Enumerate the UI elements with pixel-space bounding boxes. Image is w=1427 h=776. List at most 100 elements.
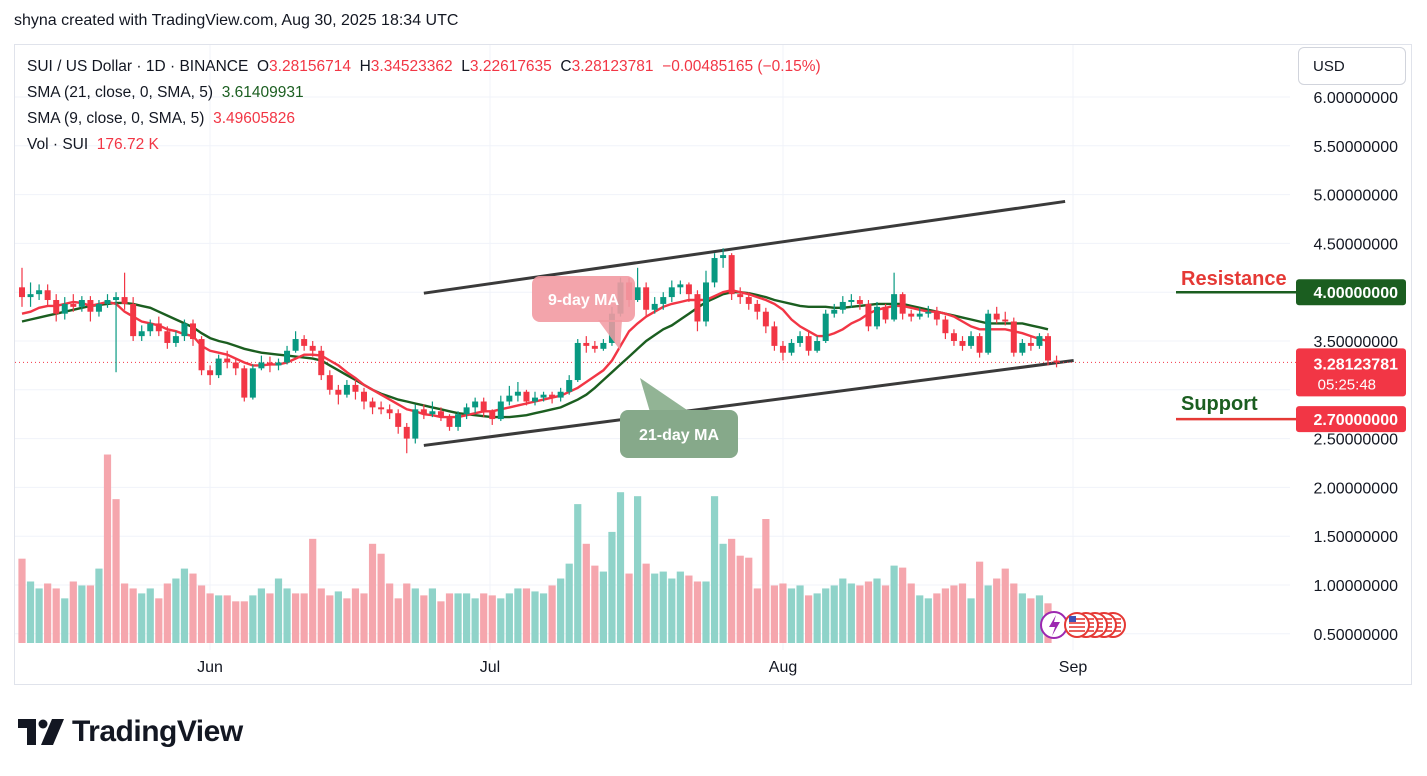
volume-bar (343, 598, 351, 643)
candle (44, 284, 51, 307)
volume-bar (958, 583, 967, 643)
candle (634, 267, 641, 302)
volume-bar (488, 595, 496, 643)
candle-body (1002, 319, 1009, 322)
volume-bar (591, 565, 599, 643)
candle (805, 331, 812, 356)
y-tick-label: 3.50000000 (1313, 334, 1398, 351)
candle-body (1053, 360, 1060, 363)
volume-bar (830, 585, 838, 643)
volume-bar (634, 496, 642, 643)
candle (472, 397, 479, 414)
tradingview-brand[interactable]: TradingView (18, 712, 243, 752)
candle (933, 306, 940, 326)
volume-bar (933, 593, 941, 643)
candle-body (130, 303, 137, 337)
volume-bar (26, 581, 35, 643)
volume-bar (172, 578, 180, 643)
candle (574, 339, 581, 382)
candle-body (207, 370, 214, 376)
candle-body (822, 313, 829, 341)
candle-body (634, 287, 641, 301)
candle (737, 287, 744, 304)
candle (326, 370, 333, 395)
candle (925, 305, 932, 318)
volume-bar (770, 585, 778, 643)
candle (301, 335, 308, 351)
candle-body (138, 331, 145, 337)
candle-body (874, 306, 880, 327)
volume-bar (907, 583, 915, 643)
ma21-callout-box (620, 410, 738, 458)
candle (523, 389, 530, 406)
volume-bar (514, 588, 522, 643)
candle-body (831, 309, 838, 314)
candle (207, 365, 214, 385)
candle (446, 414, 453, 431)
resistance-trendline (423, 199, 1066, 295)
candle (660, 292, 667, 310)
candle (395, 409, 402, 434)
volume-bar (745, 557, 753, 643)
candle (899, 292, 906, 320)
legend-sma21-value: 3.61409931 (221, 84, 304, 101)
support-label: Support (1181, 393, 1258, 415)
volume-bar (1010, 583, 1018, 643)
lightning-bolt-icon (1049, 615, 1060, 636)
candle (694, 290, 701, 332)
candle (993, 306, 1000, 324)
volume-bar (616, 492, 625, 643)
chart-frame[interactable] (14, 44, 1412, 685)
volume-bar (557, 578, 565, 643)
legend-sma21-row[interactable]: SMA (21, close, 0, SMA, 5) 3.61409931 (27, 80, 821, 106)
candle (275, 358, 282, 371)
volume-bar (839, 578, 847, 643)
volume-bar (625, 573, 633, 643)
volume-bar (967, 598, 975, 643)
volume-bar (950, 585, 958, 643)
candle (908, 309, 915, 322)
candle (138, 325, 145, 341)
candle (822, 309, 829, 343)
candle-body (121, 297, 128, 304)
volume-bar (702, 581, 710, 643)
volume-bar (651, 573, 659, 643)
volume-bar (796, 585, 804, 643)
candle (309, 341, 316, 357)
y-tick-label: 1.00000000 (1313, 578, 1398, 595)
candle-body (335, 389, 342, 395)
legend-volume-label: Vol · SUI (27, 136, 89, 153)
candle-body (643, 287, 650, 310)
legend-volume-row[interactable]: Vol · SUI 176.72 K (27, 132, 821, 158)
candle (703, 270, 709, 327)
candle-body (703, 282, 709, 322)
candle (27, 282, 34, 307)
candle (968, 331, 975, 349)
candle-body (882, 306, 889, 320)
volume-bar (377, 553, 385, 643)
candle-body (865, 303, 872, 327)
volume-bar (437, 601, 445, 643)
candle (497, 395, 504, 422)
candle-body (523, 391, 530, 402)
currency-button[interactable]: USD (1298, 47, 1406, 85)
volume-bar (608, 531, 616, 643)
volume-bar (445, 593, 454, 643)
volume-bar (309, 538, 317, 643)
candle (1027, 336, 1034, 351)
candle (1002, 311, 1009, 326)
candle-body (942, 319, 949, 334)
candle-body (583, 342, 590, 346)
candle-body (891, 294, 898, 320)
candle-body (993, 313, 1000, 320)
volume-bar (35, 588, 43, 643)
chart-legend: SUI / US Dollar · 1D · BINANCE O3.281567… (27, 54, 821, 158)
candle-body (557, 391, 564, 398)
candle (814, 336, 821, 353)
volume-bar (762, 519, 770, 643)
legend-sma9-row[interactable]: SMA (9, close, 0, SMA, 5) 3.49605826 (27, 106, 821, 132)
brand-name: TradingView (72, 715, 243, 748)
volume-bar (223, 595, 231, 643)
candle (566, 375, 573, 395)
